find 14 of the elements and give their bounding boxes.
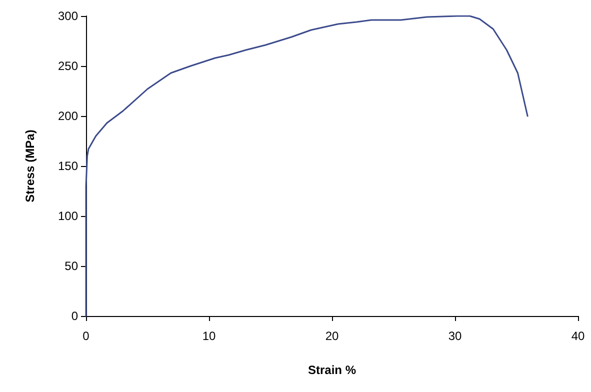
x-tick-label: 10 (202, 329, 216, 343)
x-tick-label: 30 (448, 329, 462, 343)
y-axis-title: Stress (MPa) (23, 130, 37, 202)
x-tick-label: 20 (325, 329, 339, 343)
x-tick-label: 40 (571, 329, 585, 343)
x-tick-label: 0 (82, 329, 90, 343)
y-tick-label: 150 (58, 159, 78, 173)
x-axis-title: Strain % (308, 363, 356, 377)
y-tick-label: 300 (58, 9, 78, 23)
y-tick-label: 100 (58, 209, 78, 223)
y-tick-label: 0 (71, 309, 78, 323)
y-tick-label: 250 (58, 59, 78, 73)
y-tick-label: 50 (64, 259, 78, 273)
y-tick-label: 200 (58, 109, 78, 123)
